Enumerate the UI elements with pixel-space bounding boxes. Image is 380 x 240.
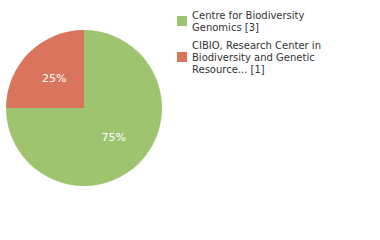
svg-text:Resource... [1]: Resource... [1] (192, 64, 265, 75)
svg-text:Biodiversity and Genetic: Biodiversity and Genetic (192, 52, 318, 63)
svg-text:25%: 25% (42, 72, 66, 85)
svg-text:CIBIO, Research Center in: CIBIO, Research Center in (192, 40, 324, 51)
svg-text:Genomics [3]: Genomics [3] (192, 22, 259, 33)
svg-text:Centre for Biodiversity: Centre for Biodiversity (192, 10, 308, 21)
svg-text:75%: 75% (101, 131, 125, 144)
